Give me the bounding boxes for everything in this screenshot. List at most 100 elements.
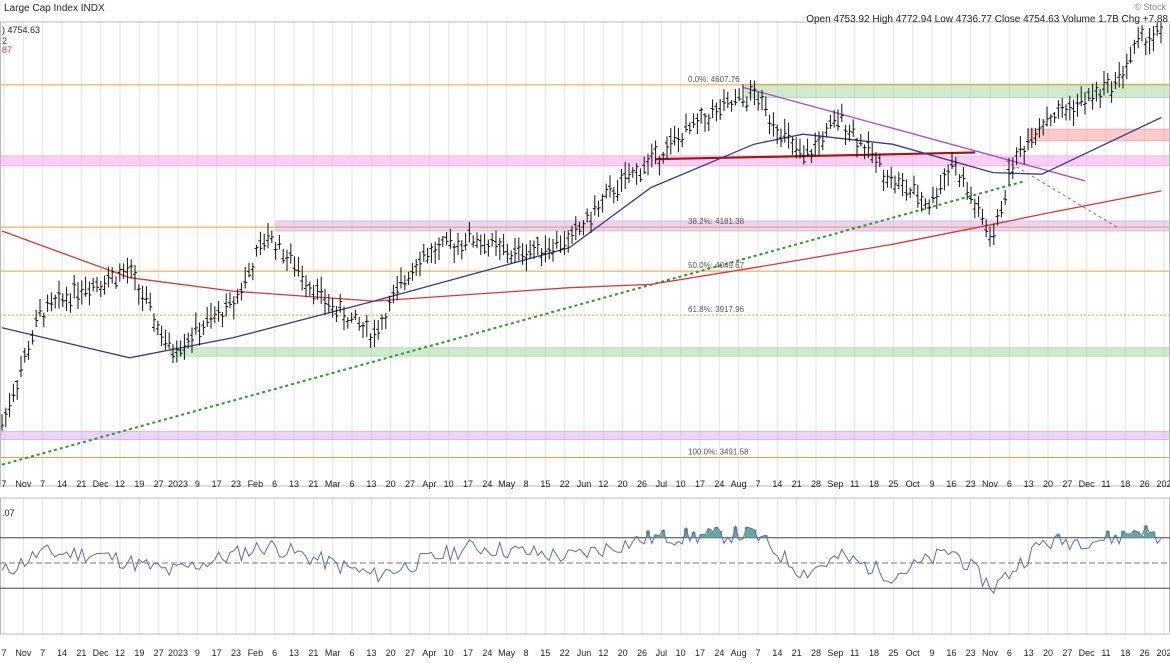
- price-x-tick-label: 20: [386, 479, 396, 489]
- price-bar: [653, 140, 658, 165]
- rsi-x-tick-label: 9: [929, 648, 934, 658]
- price-bar: [106, 266, 111, 288]
- price-x-tick-label: 23: [966, 479, 976, 489]
- price-bar: [661, 151, 666, 164]
- price-x-tick-label: 22: [560, 479, 570, 489]
- price-bar: [34, 309, 39, 328]
- price-bar: [763, 96, 768, 117]
- price-x-tick-label: 8: [523, 479, 528, 489]
- price-x-tick-label: 17: [212, 479, 222, 489]
- price-x-tick-label: 12: [115, 479, 125, 489]
- price-bar: [927, 199, 932, 215]
- price-bar: [1155, 22, 1160, 36]
- price-bar: [782, 118, 787, 143]
- price-x-tick-label: Jul: [656, 479, 668, 489]
- rsi-x-tick-label: 21: [308, 648, 318, 658]
- rsi-x-tick-label: 7: [755, 648, 760, 658]
- price-bar: [1041, 119, 1046, 136]
- price-bar: [117, 263, 122, 282]
- price-bar: [505, 243, 510, 264]
- price-bar: [98, 280, 103, 298]
- price-bar: [330, 297, 335, 318]
- rsi-x-tick-label: 19: [134, 648, 144, 658]
- price-bar: [171, 343, 175, 364]
- rsi-x-tick-label: 8: [523, 648, 528, 658]
- price-bar: [444, 231, 449, 246]
- rsi-x-tick-label: 24: [482, 648, 492, 658]
- price-bar: [801, 145, 806, 165]
- price-x-tick-label: Sep: [827, 479, 843, 489]
- price-x-tick-label: 7: [40, 479, 45, 489]
- price-bar: [634, 163, 639, 185]
- price-bar: [288, 243, 293, 264]
- price-bar: [680, 132, 685, 148]
- rsi-x-tick-label: 27: [154, 648, 164, 658]
- price-bar: [1117, 62, 1122, 88]
- rsi-x-tick-label: 7: [40, 648, 45, 658]
- rsi-x-tick-label: 10: [676, 648, 686, 658]
- price-x-tick-label: Aug: [731, 479, 747, 489]
- price-bar: [1159, 21, 1163, 44]
- price-bar: [3, 407, 8, 428]
- price-x-tick-label: 2023: [168, 479, 188, 489]
- price-x-tick-label: 17: [695, 479, 705, 489]
- price-bar: [95, 277, 99, 293]
- price-bar: [524, 244, 529, 272]
- rsi-x-tick-label: 26: [1140, 648, 1150, 658]
- rsi-x-tick-label: 22: [560, 648, 570, 658]
- price-bar: [779, 128, 783, 148]
- rsi-x-tick-label: 15: [540, 648, 550, 658]
- price-bar: [364, 315, 369, 337]
- rsi-x-tick-label: 9: [195, 648, 200, 658]
- price-bar: [1067, 95, 1072, 121]
- price-x-tick-label: 7: [1, 479, 6, 489]
- chg-value: +7.88: [1142, 14, 1168, 25]
- price-bar: [1018, 136, 1023, 158]
- price-bar: [133, 264, 137, 291]
- price-bar: [961, 166, 966, 187]
- price-bar: [159, 325, 164, 347]
- rsi-x-tick-label: 6: [272, 648, 277, 658]
- price-bar: [893, 175, 897, 194]
- price-bar: [813, 132, 818, 157]
- moving-averages: [1, 116, 1162, 359]
- price-bar: [904, 179, 909, 201]
- price-bar: [326, 293, 331, 314]
- chart-title: Large Cap Index: [4, 3, 78, 14]
- fib-label: 50.0%: 4049.67: [688, 261, 745, 270]
- price-bar: [26, 341, 31, 360]
- last-price: ) 4754.63: [2, 25, 41, 35]
- price-x-tick-label: Dec: [1079, 479, 1096, 489]
- rsi-x-tick-label: 11: [1101, 648, 1110, 658]
- rsi-x-tick-label: 21: [792, 648, 802, 658]
- price-bar: [224, 293, 229, 317]
- price-bar: [1143, 38, 1148, 56]
- rsi-x-tick-label: 6: [349, 648, 354, 658]
- trendlines: [1, 86, 1119, 466]
- lavender-zone: [275, 220, 1170, 232]
- price-bar: [596, 200, 601, 217]
- rsi-x-tick-label: Dec: [1079, 648, 1096, 658]
- price-bar: [285, 249, 289, 272]
- price-bar: [566, 230, 571, 253]
- price-bar: [353, 309, 358, 321]
- price-bar: [60, 293, 65, 307]
- price-bar: [554, 230, 559, 249]
- price-bar: [984, 219, 989, 238]
- price-bar: [855, 137, 859, 158]
- price-bar: [266, 222, 270, 249]
- price-bar: [919, 191, 924, 212]
- price-bar: [912, 175, 916, 195]
- price-bar: [539, 247, 544, 267]
- short-moving-average: [1, 116, 1162, 359]
- price-bar: [611, 186, 616, 204]
- price-bar: [885, 169, 890, 188]
- price-bar: [547, 237, 552, 260]
- price-bar: [946, 164, 951, 186]
- price-bar: [600, 193, 605, 213]
- price-x-tick-label: Nov: [982, 479, 999, 489]
- price-bar: [665, 136, 669, 159]
- price-bar: [433, 241, 438, 265]
- price-bar: [1075, 93, 1080, 117]
- price-bar: [934, 187, 939, 210]
